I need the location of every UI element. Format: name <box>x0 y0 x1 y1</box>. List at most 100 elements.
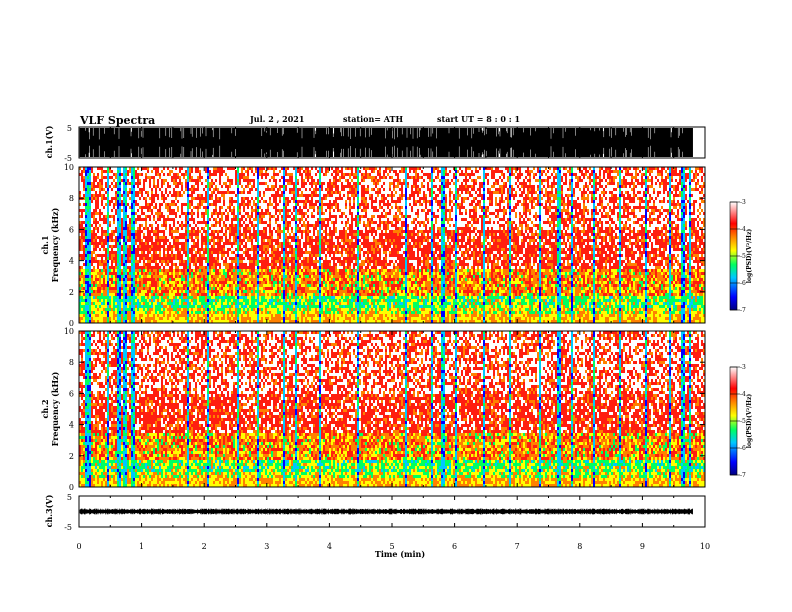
spectrogram-cell <box>337 224 339 227</box>
spectrogram-cell <box>291 194 293 197</box>
spectrogram-cell <box>341 311 343 314</box>
spectrogram-cell <box>247 299 249 302</box>
spectrogram-cell <box>115 206 117 209</box>
spectrogram-cell <box>315 287 317 290</box>
spectrogram-cell <box>137 170 139 173</box>
spectrogram-cell <box>127 206 129 209</box>
spectrogram-cell <box>123 200 125 203</box>
spectrogram-cell <box>339 266 341 269</box>
spectrogram-cell <box>347 227 349 230</box>
spectrogram-cell <box>139 275 141 278</box>
spectrogram-cell <box>171 299 173 302</box>
spectrogram-cell <box>241 245 243 248</box>
spectrogram-cell <box>249 227 251 230</box>
spectrogram-cell <box>295 218 297 221</box>
spectrogram-cell <box>251 236 253 239</box>
spectrogram-cell <box>191 284 193 287</box>
spectrogram-cell <box>229 296 231 299</box>
spectrogram-cell <box>297 206 299 209</box>
spectrogram-cell <box>127 236 129 239</box>
spectrogram-cell <box>79 287 81 290</box>
spectrogram-cell <box>209 272 211 275</box>
spectrogram-cell <box>221 197 223 200</box>
spectrogram-cell <box>265 275 267 278</box>
spectrogram-cell <box>135 188 137 191</box>
spectrogram-cell <box>125 275 127 278</box>
spectrogram-cell <box>129 314 131 317</box>
spectrogram-cell <box>345 206 347 209</box>
spectrogram-cell <box>137 305 139 308</box>
spectrogram-cell <box>355 203 357 206</box>
spectrogram-cell <box>319 260 321 263</box>
spectrogram-cell <box>157 215 159 218</box>
spectrogram-cell <box>271 269 273 272</box>
spectrogram-cell <box>321 218 323 221</box>
spectrogram-cell <box>241 269 243 272</box>
spectrogram-cell <box>251 167 253 170</box>
spectrogram-cell <box>303 236 305 239</box>
spectrogram-cell <box>215 317 217 320</box>
spectrogram-cell <box>241 314 243 317</box>
spectrogram-cell <box>347 224 349 227</box>
spectrogram-cell <box>349 317 351 320</box>
spectrogram-cell <box>89 287 91 290</box>
spectrogram-cell <box>177 239 179 242</box>
spectrogram-cell <box>233 299 235 302</box>
spectrogram-cell <box>197 269 199 272</box>
spectrogram-cell <box>201 287 203 290</box>
spectrogram-cell <box>283 170 285 173</box>
spectrogram-cell <box>219 314 221 317</box>
spectrogram-cell <box>193 251 195 254</box>
spectrogram-cell <box>149 308 151 311</box>
spectrogram-cell <box>273 167 275 170</box>
spectrogram-cell <box>81 269 83 272</box>
spectrogram-cell <box>99 266 101 269</box>
spectrogram-cell <box>199 230 201 233</box>
spectrogram-cell <box>301 308 303 311</box>
spectrogram-cell <box>115 308 117 311</box>
spectrogram-cell <box>153 191 155 194</box>
spectrogram-cell <box>127 275 129 278</box>
spectrogram-cell <box>187 287 189 290</box>
spectrogram-cell <box>97 281 99 284</box>
spectrogram-cell <box>255 260 257 263</box>
spectrogram-cell <box>279 218 281 221</box>
spectrogram-cell <box>189 185 191 188</box>
spectrogram-cell <box>281 290 283 293</box>
spectrogram-cell <box>125 209 127 212</box>
spectrogram-cell <box>87 224 89 227</box>
spectrogram-cell <box>247 308 249 311</box>
spectrogram-cell <box>199 245 201 248</box>
spectrogram-cell <box>237 251 239 254</box>
spectrogram-cell <box>227 224 229 227</box>
spectrogram-cell <box>233 245 235 248</box>
spectrogram-cell <box>139 176 141 179</box>
spectrogram-cell <box>331 212 333 215</box>
spectrogram-cell <box>163 176 165 179</box>
spectrogram-cell <box>255 305 257 308</box>
spectrogram-cell <box>87 311 89 314</box>
spectrogram-cell <box>161 173 163 176</box>
spectrogram-cell <box>227 260 229 263</box>
spectrogram-cell <box>87 200 89 203</box>
spectrogram-cell <box>209 302 211 305</box>
spectrogram-cell <box>309 245 311 248</box>
spectrogram-cell <box>109 209 111 212</box>
spectrogram-cell <box>127 245 129 248</box>
spectrogram-cell <box>199 299 201 302</box>
spectrogram-cell <box>147 179 149 182</box>
spectrogram-cell <box>311 287 313 290</box>
spectrogram-cell <box>95 251 97 254</box>
spectrogram-cell <box>217 188 219 191</box>
spectrogram-cell <box>301 167 303 170</box>
spectrogram-cell <box>91 251 93 254</box>
spectrogram-cell <box>113 194 115 197</box>
spectrogram-cell <box>207 173 209 176</box>
spectrogram-cell <box>251 248 253 251</box>
spectrogram-cell <box>219 188 221 191</box>
spectrogram-cell <box>217 296 219 299</box>
spectrogram-cell <box>115 269 117 272</box>
spectrogram-cell <box>177 260 179 263</box>
spectrogram-cell <box>179 299 181 302</box>
spectrogram-cell <box>295 230 297 233</box>
